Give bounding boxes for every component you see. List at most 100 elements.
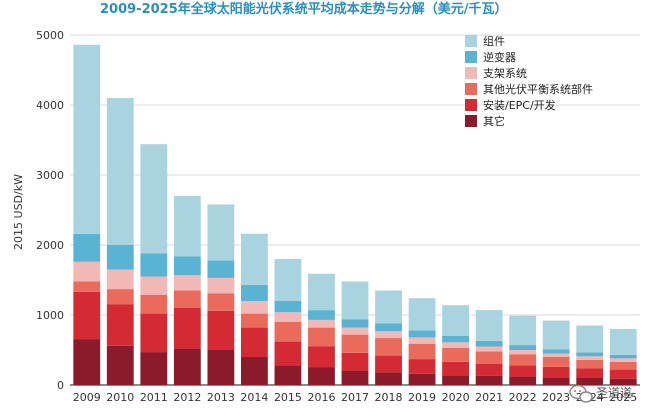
bar-segment xyxy=(375,355,402,373)
bar-segment xyxy=(609,354,637,359)
bar-segment xyxy=(576,356,604,360)
bar-segment xyxy=(542,366,570,378)
legend-swatch xyxy=(465,67,477,79)
x-tick-label: 2012 xyxy=(173,391,201,404)
x-tick-label: 2014 xyxy=(240,391,268,404)
bar-segment xyxy=(576,368,604,378)
bar-segment xyxy=(73,261,101,282)
bar-segment xyxy=(241,357,268,385)
x-tick-label: 2011 xyxy=(140,391,168,404)
bar-segment xyxy=(173,275,201,291)
legend-label: 其他光伏平衡系统部件 xyxy=(483,82,593,96)
bar-segment xyxy=(475,375,503,385)
legend-label: 其它 xyxy=(483,114,505,128)
legend-label: 组件 xyxy=(483,34,505,48)
bar-segment xyxy=(542,320,570,350)
bar-segment xyxy=(341,319,369,328)
bar-segment xyxy=(207,204,235,261)
bar-segment xyxy=(241,327,268,357)
y-tick-label: 2000 xyxy=(36,239,64,252)
bar-segment xyxy=(73,281,101,292)
bar-segment xyxy=(308,346,335,368)
bar-segment xyxy=(341,334,369,353)
bar-segment xyxy=(106,269,134,290)
bar-segment xyxy=(576,359,604,369)
x-tick-label: 2025 xyxy=(609,391,637,404)
chart-title: 2009-2025年全球太阳能光伏系统平均成本走势与分解（美元/千瓦） xyxy=(100,1,508,17)
bar-segment xyxy=(173,256,201,276)
bar-segment xyxy=(375,331,402,339)
bar-segment xyxy=(140,294,168,314)
bar-segment xyxy=(241,313,268,328)
x-axis-ticks: 2009 2010 2011 2012 2013 2014 2015 2016 2017 2018… xyxy=(73,391,637,404)
bar-segment xyxy=(341,371,369,385)
wechat-icon xyxy=(569,384,593,403)
bar-segment xyxy=(542,377,570,385)
bar-segment xyxy=(408,337,436,344)
x-tick-label: 2019 xyxy=(408,391,436,404)
bar-segment xyxy=(207,293,235,311)
bar-segment xyxy=(106,98,134,245)
bar-segment xyxy=(475,364,503,376)
bar-segment xyxy=(106,245,134,270)
bar-segment xyxy=(408,373,436,385)
bar-segment xyxy=(475,346,503,352)
bar-segment xyxy=(341,352,369,371)
x-tick-label: 2017 xyxy=(341,391,369,404)
bar-segment xyxy=(475,351,503,364)
bar-segment xyxy=(308,310,335,320)
watermark: 圣道道 xyxy=(569,384,632,403)
bar-segment xyxy=(576,325,604,353)
bar-segment xyxy=(73,291,101,340)
bar-segment xyxy=(442,305,469,336)
bar-segment xyxy=(609,329,637,355)
bar-segment xyxy=(173,308,201,349)
bar-segment xyxy=(442,375,469,385)
bar-segment xyxy=(73,44,101,234)
bar-segment xyxy=(542,353,570,357)
bar-segment xyxy=(73,339,101,385)
bar-segment xyxy=(207,260,235,278)
bar-segment xyxy=(442,336,469,343)
bar-segment xyxy=(173,290,201,308)
bar-segment xyxy=(542,349,570,354)
y-tick-label: 1000 xyxy=(36,309,64,322)
bar-segment xyxy=(475,310,503,341)
bar-segment xyxy=(274,312,302,322)
legend-label: 逆变器 xyxy=(483,50,516,64)
bar-segment xyxy=(207,310,235,350)
bar-segment xyxy=(609,378,637,385)
bar-segment xyxy=(308,367,335,385)
bar-segment xyxy=(308,273,335,311)
bar-segment xyxy=(173,196,201,257)
legend-label: 安装/EPC/开发 xyxy=(483,98,556,112)
bar-segment xyxy=(408,343,436,360)
x-tick-label: 2023 xyxy=(542,391,570,404)
bar-segment xyxy=(341,281,369,320)
bar-segment xyxy=(442,361,469,376)
bar-segment xyxy=(509,315,537,346)
legend-swatch xyxy=(465,51,477,63)
bar-segment xyxy=(207,350,235,385)
bar-segment xyxy=(140,313,168,353)
x-tick-label: 2009 xyxy=(73,391,101,404)
bar-segment xyxy=(106,304,134,346)
bar-segment xyxy=(475,340,503,347)
bar-segment xyxy=(509,354,537,366)
bar-segment xyxy=(140,276,168,295)
y-tick-label: 4000 xyxy=(36,99,64,112)
legend-label: 支架系统 xyxy=(483,67,527,80)
x-tick-label: 2016 xyxy=(307,391,335,404)
x-tick-label: 2015 xyxy=(274,391,302,404)
bar-segment xyxy=(207,277,235,294)
x-tick-label: 2018 xyxy=(375,391,403,404)
bars xyxy=(73,44,637,385)
bar-segment xyxy=(442,347,469,362)
y-tick-label: 5000 xyxy=(36,29,64,42)
bar-segment xyxy=(609,358,637,362)
bar-segment xyxy=(274,301,302,313)
bar-segment xyxy=(106,345,134,385)
bar-segment xyxy=(375,323,402,332)
bar-segment xyxy=(106,289,134,305)
